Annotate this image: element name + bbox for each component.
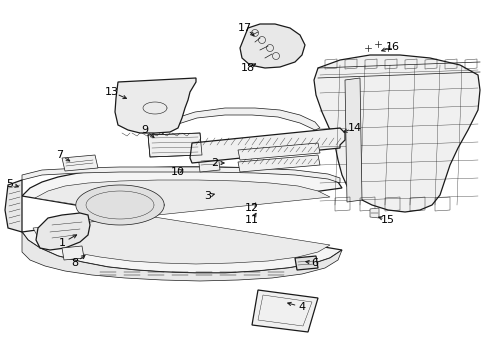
Text: 14: 14 <box>348 123 362 133</box>
Polygon shape <box>36 213 90 250</box>
Text: 7: 7 <box>56 150 64 160</box>
Polygon shape <box>22 167 342 273</box>
Polygon shape <box>238 143 320 160</box>
Polygon shape <box>314 55 480 212</box>
Text: 10: 10 <box>171 167 185 177</box>
Polygon shape <box>5 180 22 232</box>
Polygon shape <box>152 108 320 140</box>
Text: 11: 11 <box>245 215 259 225</box>
Polygon shape <box>148 133 202 157</box>
Polygon shape <box>33 180 330 264</box>
Polygon shape <box>190 128 345 163</box>
Polygon shape <box>22 167 340 183</box>
Polygon shape <box>76 185 164 225</box>
Text: 2: 2 <box>212 158 219 168</box>
Text: 4: 4 <box>298 302 306 312</box>
Polygon shape <box>22 232 342 281</box>
Text: 6: 6 <box>312 258 318 268</box>
Polygon shape <box>198 153 220 172</box>
Text: 16: 16 <box>386 42 400 52</box>
Polygon shape <box>115 78 196 133</box>
Polygon shape <box>240 24 305 68</box>
Polygon shape <box>252 290 318 332</box>
Text: 5: 5 <box>6 179 14 189</box>
Polygon shape <box>238 155 320 172</box>
Text: 12: 12 <box>245 203 259 213</box>
Text: 8: 8 <box>72 258 78 268</box>
Text: 9: 9 <box>142 125 148 135</box>
Text: 18: 18 <box>241 63 255 73</box>
Polygon shape <box>62 155 98 171</box>
Polygon shape <box>295 256 318 270</box>
Polygon shape <box>370 208 379 218</box>
Polygon shape <box>345 78 362 202</box>
Text: 3: 3 <box>204 191 212 201</box>
Text: 17: 17 <box>238 23 252 33</box>
Text: 15: 15 <box>381 215 395 225</box>
Text: 13: 13 <box>105 87 119 97</box>
Text: 1: 1 <box>58 238 66 248</box>
Polygon shape <box>62 246 84 260</box>
